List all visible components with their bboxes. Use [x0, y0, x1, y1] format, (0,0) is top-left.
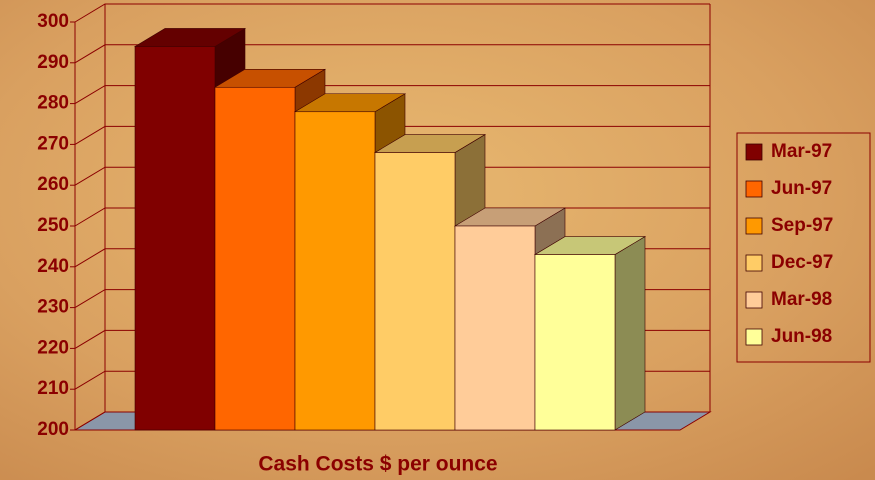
grid-line — [74, 85, 710, 105]
legend-box — [736, 132, 871, 363]
y-tick-label: 280 — [37, 93, 69, 114]
bar-side — [614, 236, 646, 431]
bar — [214, 86, 296, 431]
legend-swatch — [745, 254, 763, 272]
grid-line — [74, 3, 710, 23]
y-tick-label: 300 — [37, 11, 69, 32]
y-tick-label: 200 — [37, 419, 69, 440]
grid-line — [74, 44, 710, 64]
bar — [534, 254, 616, 431]
legend-label: Mar-97 — [771, 141, 832, 162]
y-tick-label: 260 — [37, 174, 69, 195]
legend-swatch — [745, 180, 763, 198]
legend-swatch — [745, 328, 763, 346]
y-tick-label: 240 — [37, 256, 69, 277]
legend-label: Dec-97 — [771, 252, 833, 273]
y-tick-label: 220 — [37, 337, 69, 358]
legend-label: Sep-97 — [771, 215, 833, 236]
y-tick-label: 290 — [37, 52, 69, 73]
y-tick-label: 210 — [37, 378, 69, 399]
legend-label: Jun-98 — [771, 326, 832, 347]
bar — [134, 46, 216, 431]
plot-area — [70, 3, 712, 431]
grid-line — [74, 125, 710, 145]
bar — [454, 225, 536, 431]
legend-label: Jun-97 — [771, 178, 832, 199]
x-axis-title: Cash Costs $ per ounce — [258, 453, 497, 476]
grid-line — [74, 166, 710, 186]
bar — [374, 152, 456, 431]
legend-swatch — [745, 217, 763, 235]
legend-swatch — [745, 143, 763, 161]
y-tick-label: 250 — [37, 215, 69, 236]
y-tick-label: 270 — [37, 133, 69, 154]
bar — [294, 111, 376, 431]
legend-swatch — [745, 291, 763, 309]
y-tick-label: 230 — [37, 297, 69, 318]
legend-label: Mar-98 — [771, 289, 832, 310]
